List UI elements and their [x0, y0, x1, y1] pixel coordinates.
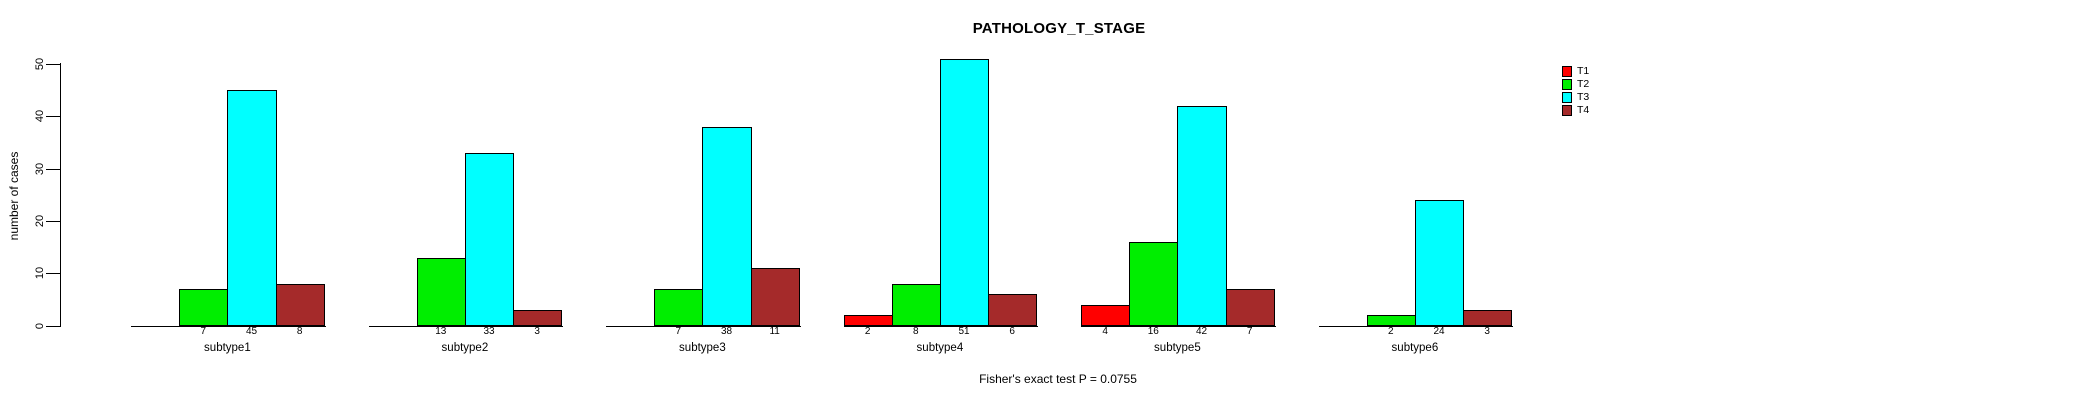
bar-value-label: 16	[1147, 325, 1159, 337]
bar-value-label: 2	[1388, 325, 1394, 337]
y-tick	[46, 273, 60, 275]
y-tick-label: 30	[34, 162, 46, 175]
bar-value-label: 11	[769, 325, 780, 337]
bar-value-label: 4	[1102, 325, 1108, 337]
bar-value-label: 42	[1195, 325, 1208, 337]
bar-value-label: 33	[483, 325, 495, 337]
y-tick-label: 40	[34, 110, 46, 123]
bar-t1-subtype5	[1081, 304, 1131, 327]
bar-value-label: 3	[534, 325, 540, 337]
t1-color-swatch-icon	[1561, 66, 1572, 77]
legend-label: T2	[1577, 78, 1590, 90]
bar-t3-subtype2	[464, 152, 515, 327]
bar-value-label: 7	[675, 325, 682, 337]
bar-t3-subtype3	[702, 126, 752, 327]
bar-value-label: 7	[1246, 325, 1253, 337]
bar-t3-subtype1	[227, 90, 277, 327]
bar-t2-subtype3	[654, 288, 704, 327]
bar-t3-subtype5	[1177, 105, 1227, 327]
bar-value-label: 24	[1433, 325, 1445, 337]
bar-value-label: 8	[913, 325, 919, 337]
bar-value-label: 7	[200, 325, 207, 337]
legend-item-t3: T3	[1561, 91, 1590, 103]
bar-t4-subtype1	[275, 283, 325, 327]
chart-title: PATHOLOGY_T_STAGE	[972, 20, 1146, 37]
y-tick	[46, 220, 60, 223]
bar-t2-subtype4	[891, 283, 941, 327]
y-tick	[46, 325, 60, 327]
bar-t4-subtype6	[1463, 309, 1513, 327]
y-tick-label: 0	[34, 322, 46, 329]
y-tick	[46, 168, 60, 170]
y-tick-label: 20	[34, 214, 46, 228]
bar-t3-subtype4	[939, 58, 990, 327]
bar-value-label: 51	[958, 325, 970, 337]
bar-value-label: 3	[1484, 325, 1490, 337]
t2-color-swatch-icon	[1561, 79, 1572, 90]
legend-item-t2: T2	[1561, 78, 1590, 90]
bar-t2-subtype2	[416, 257, 466, 327]
category-label-subtype6: subtype6	[1391, 342, 1439, 354]
bar-value-label: 2	[864, 325, 871, 337]
y-axis-line	[59, 63, 61, 327]
bar-value-label: 13	[435, 325, 447, 337]
category-label-subtype4: subtype4	[916, 342, 964, 354]
t4-color-swatch-icon	[1561, 105, 1572, 116]
t3-color-swatch-icon	[1561, 92, 1572, 103]
bar-t2-subtype5	[1129, 241, 1179, 327]
y-axis-label: number of cases	[7, 151, 21, 241]
y-tick	[46, 64, 60, 66]
bar-t4-subtype5	[1225, 288, 1275, 327]
category-label-subtype3: subtype3	[679, 342, 726, 354]
y-tick-label: 10	[34, 267, 46, 280]
bar-value-label: 38	[720, 325, 733, 337]
bar-t4-subtype3	[750, 267, 800, 327]
bar-t2-subtype1	[179, 288, 229, 327]
legend-label: T1	[1577, 65, 1590, 77]
category-label-subtype5: subtype5	[1154, 342, 1201, 354]
legend-label: T3	[1577, 91, 1590, 103]
bar-value-label: 8	[296, 325, 303, 337]
category-label-subtype1: subtype1	[204, 342, 251, 354]
legend-item-t4: T4	[1561, 104, 1590, 116]
fisher-test-annotation: Fisher's exact test P = 0.0755	[979, 372, 1137, 386]
bar-t4-subtype2	[513, 309, 563, 327]
legend-label: T4	[1577, 104, 1590, 116]
legend-item-t1: T1	[1561, 65, 1590, 77]
bar-value-label: 6	[1009, 325, 1015, 337]
y-tick	[46, 116, 60, 118]
bar-t3-subtype6	[1414, 199, 1465, 327]
category-label-subtype2: subtype2	[441, 342, 489, 354]
y-tick-label: 50	[34, 57, 46, 71]
bar-t4-subtype4	[988, 294, 1038, 327]
bar-value-label: 45	[245, 325, 258, 337]
